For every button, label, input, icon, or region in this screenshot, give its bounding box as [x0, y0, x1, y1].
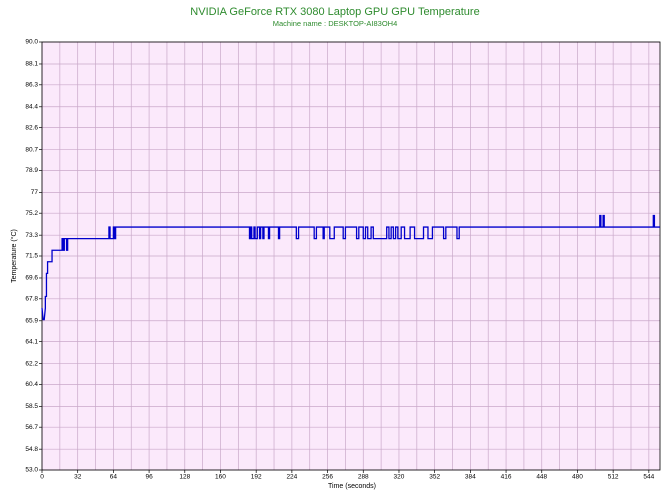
y-tick-label: 75.2: [25, 210, 38, 217]
y-tick-label: 65.9: [25, 317, 38, 324]
x-tick-label: 32: [74, 474, 82, 481]
y-axis-label: Temperature (°C): [10, 229, 18, 283]
y-tick-label: 80.7: [25, 146, 38, 153]
x-tick-label: 320: [394, 474, 405, 481]
x-tick-label: 64: [110, 474, 118, 481]
y-tick-label: 82.6: [25, 124, 38, 131]
y-tick-label: 77: [31, 189, 39, 196]
y-tick-label: 62.2: [25, 360, 38, 367]
x-tick-label: 224: [286, 474, 297, 481]
x-tick-label: 128: [179, 474, 190, 481]
x-tick-label: 416: [501, 474, 512, 481]
x-tick-label: 256: [322, 474, 333, 481]
x-tick-label: 384: [465, 474, 476, 481]
data-line: [41, 214, 660, 321]
plot-frame: [41, 41, 661, 471]
x-axis-label: Time (seconds): [328, 483, 376, 490]
y-tick-label: 58.5: [25, 403, 38, 410]
y-tick-label: 73.3: [25, 232, 38, 239]
x-tick-label: 352: [429, 474, 440, 481]
x-tick-label: 96: [145, 474, 153, 481]
chart-subtitle: Machine name : DESKTOP-AI83OH4: [273, 19, 398, 28]
chart-title: NVIDIA GeForce RTX 3080 Laptop GPU GPU T…: [190, 6, 479, 18]
x-tick-label: 512: [608, 474, 619, 481]
x-tick-label: 160: [215, 474, 226, 481]
x-tick-label: 480: [572, 474, 583, 481]
x-tick-label: 544: [643, 474, 654, 481]
x-tick-label: 192: [251, 474, 262, 481]
y-tick-label: 78.9: [25, 167, 38, 174]
y-tick-label: 56.7: [25, 424, 38, 431]
y-tick-label: 69.6: [25, 275, 38, 282]
y-tick-label: 84.4: [25, 103, 38, 110]
y-tick-label: 90.0: [25, 39, 38, 46]
y-tick-label: 54.8: [25, 446, 38, 453]
y-tick-label: 60.4: [25, 381, 38, 388]
y-tick-label: 71.5: [25, 253, 38, 260]
x-tick-label: 0: [40, 474, 44, 481]
y-tick-label: 86.3: [25, 82, 38, 89]
y-tick-label: 53.0: [25, 467, 38, 474]
x-tick-label: 448: [536, 474, 547, 481]
y-tick-label: 67.8: [25, 296, 38, 303]
y-tick-label: 64.1: [25, 338, 38, 345]
x-tick-label: 288: [358, 474, 369, 481]
y-tick-label: 88.1: [25, 61, 38, 68]
